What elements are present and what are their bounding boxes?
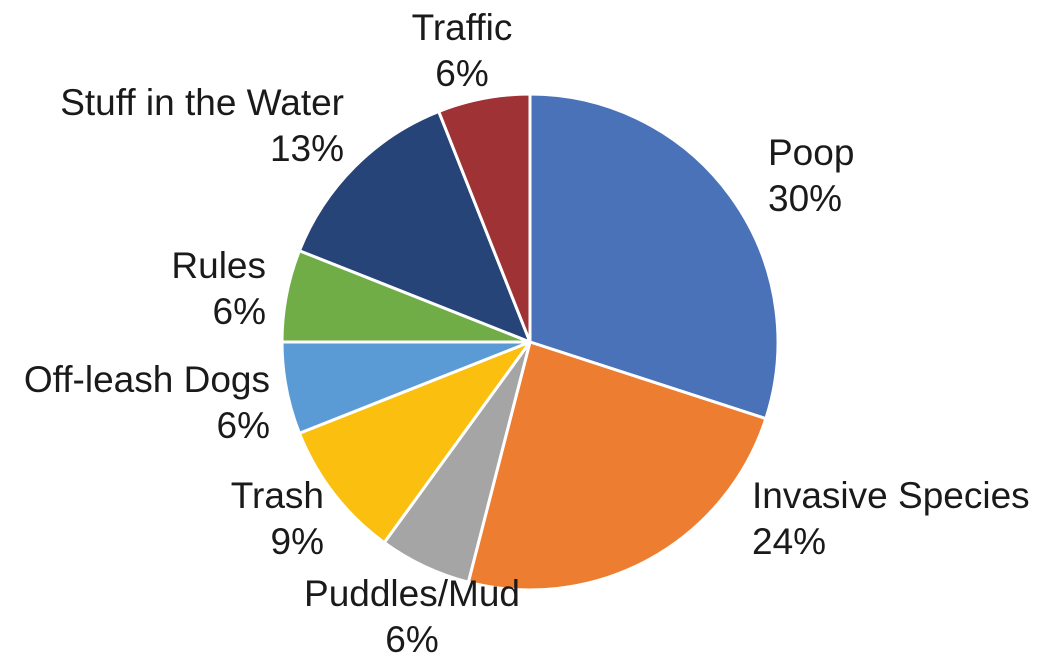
slice-name: Rules <box>171 245 266 286</box>
pie-slice-trash <box>297 340 532 545</box>
slice-percent: 6% <box>213 291 266 332</box>
slice-name: Puddles/Mud <box>304 573 520 614</box>
pie-slice-stuff-in-the-water <box>297 109 532 344</box>
slice-label-rules: Rules 6% <box>171 245 266 332</box>
slice-name: Poop <box>768 132 854 173</box>
slice-percent: 24% <box>752 521 826 562</box>
slice-label-traffic: Traffic 6% <box>412 7 513 94</box>
slice-label-poop: Poop 30% <box>768 132 854 219</box>
slice-percent: 30% <box>768 178 842 219</box>
pie-slice-traffic <box>437 92 532 344</box>
slice-percent: 6% <box>217 405 270 446</box>
slice-percent: 6% <box>385 619 438 657</box>
slice-label-stuff-in-the-water: Stuff in the Water 13% <box>60 82 344 169</box>
slice-label-trash: Trash 9% <box>231 475 324 562</box>
slice-name: Trash <box>231 475 324 516</box>
pie-slices <box>280 92 780 592</box>
pie-labels: Poop 30%Invasive Species 24%Puddles/Mud 6%T… <box>24 7 1030 657</box>
slice-label-invasive-species: Invasive Species 24% <box>752 475 1030 562</box>
slice-label-off-leash-dogs: Off-leash Dogs 6% <box>24 359 270 446</box>
slice-name: Off-leash Dogs <box>24 359 270 400</box>
slice-name: Traffic <box>412 7 513 48</box>
pie-slice-invasive-species <box>466 340 768 592</box>
slice-percent: 13% <box>270 128 344 169</box>
slice-percent: 9% <box>271 521 324 562</box>
pie-slice-poop <box>528 92 780 421</box>
slice-label-puddles-mud: Puddles/Mud 6% <box>304 573 520 657</box>
slice-name: Invasive Species <box>752 475 1030 516</box>
slice-name: Stuff in the Water <box>60 82 344 123</box>
slice-percent: 6% <box>435 53 488 94</box>
